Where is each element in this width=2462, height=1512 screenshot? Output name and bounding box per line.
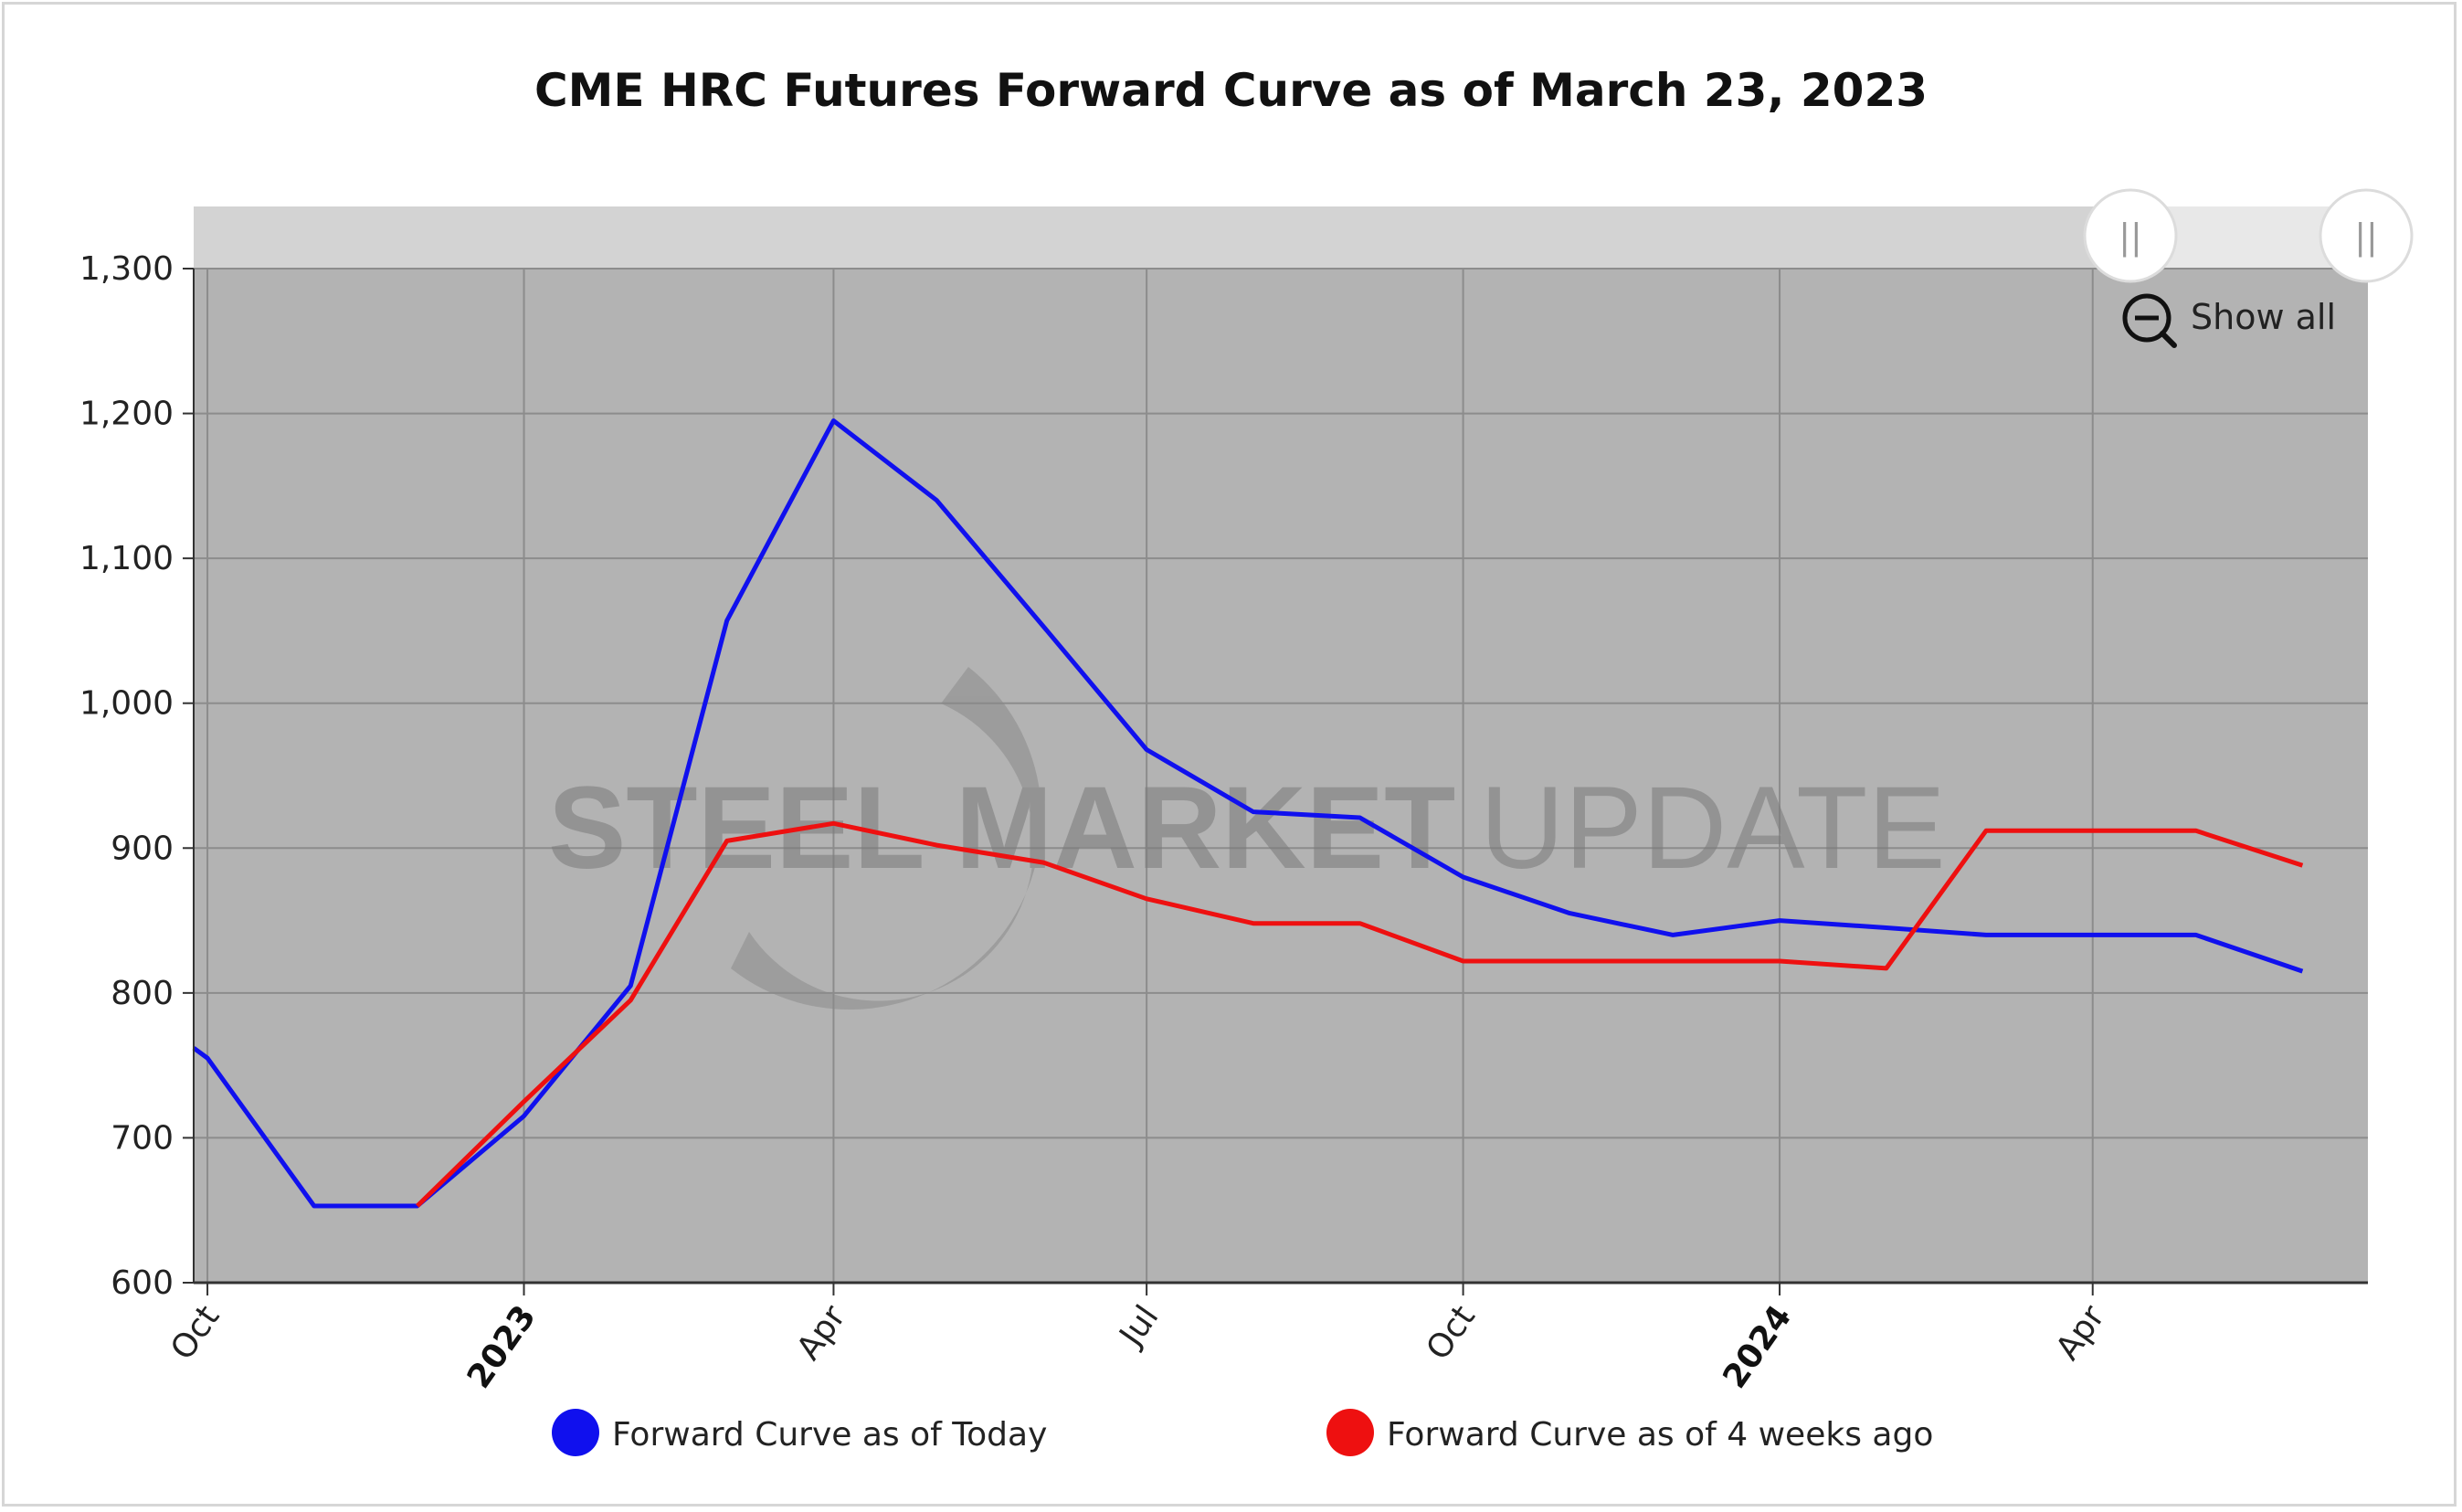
- handle-right-glyph: ||: [2354, 217, 2378, 258]
- legend-label: Forward Curve as of Today: [612, 1416, 1047, 1454]
- legend-marker: [552, 1409, 599, 1456]
- x-tick-label: Oct: [164, 1299, 227, 1368]
- x-tick-label: Oct: [1420, 1299, 1483, 1368]
- chart-title: CME HRC Futures Forward Curve as of Marc…: [534, 64, 1928, 117]
- y-tick-label: 1,100: [79, 540, 174, 577]
- legend-item-2[interactable]: Forward Curve as of 4 weeks ago: [1326, 1409, 1933, 1456]
- show-all-button[interactable]: Show all: [2122, 293, 2336, 348]
- legend: Forward Curve as of Today Forward Curve a…: [552, 1409, 1933, 1456]
- series-group: [192, 418, 2304, 1209]
- watermark-swoosh: [731, 667, 1042, 1010]
- plot-area: [194, 269, 2368, 1283]
- y-tick-label: 900: [111, 830, 174, 867]
- series-line-2: [416, 820, 2304, 1208]
- x-axis: Oct 2023 Apr Jul Oct 2024 Apr: [164, 1283, 2112, 1395]
- scrollbar-handle-right[interactable]: ||: [2319, 188, 2414, 283]
- y-tick-label: 1,200: [79, 396, 174, 433]
- x-tick-label: Jul: [1112, 1299, 1167, 1355]
- legend-label: Forward Curve as of 4 weeks ago: [1387, 1416, 1933, 1454]
- x-tick-label: 2024: [1716, 1299, 1799, 1396]
- y-tick-label: 1,300: [79, 250, 174, 288]
- y-tick-label: 600: [111, 1264, 174, 1302]
- handle-left-glyph: ||: [2119, 217, 2142, 258]
- y-tick-label: 800: [111, 975, 174, 1012]
- x-tick-label: 2023: [460, 1299, 544, 1396]
- x-tick-label: Apr: [2049, 1298, 2112, 1367]
- y-axis: 600 700 800 900 1,000 1,100 1,200 1,300: [79, 250, 194, 1302]
- zoom-out-icon: [2122, 293, 2177, 348]
- y-tick-label: 700: [111, 1119, 174, 1157]
- legend-marker: [1326, 1409, 1374, 1456]
- y-tick-label: 1,000: [79, 685, 174, 723]
- scrollbar-handle-left[interactable]: ||: [2083, 188, 2178, 283]
- show-all-label: Show all: [2191, 297, 2336, 337]
- series-line-1: [192, 418, 2304, 1209]
- scrollbar-track[interactable]: [194, 206, 2368, 269]
- x-tick-label: Apr: [790, 1298, 853, 1367]
- legend-item-1[interactable]: Forward Curve as of Today: [552, 1409, 1047, 1456]
- watermark-text-light: UPDATE: [1480, 763, 1946, 893]
- watermark-text-bold: STEEL MARKET: [548, 763, 1455, 893]
- watermark-logo: STEEL MARKET UPDATE: [548, 667, 1946, 1010]
